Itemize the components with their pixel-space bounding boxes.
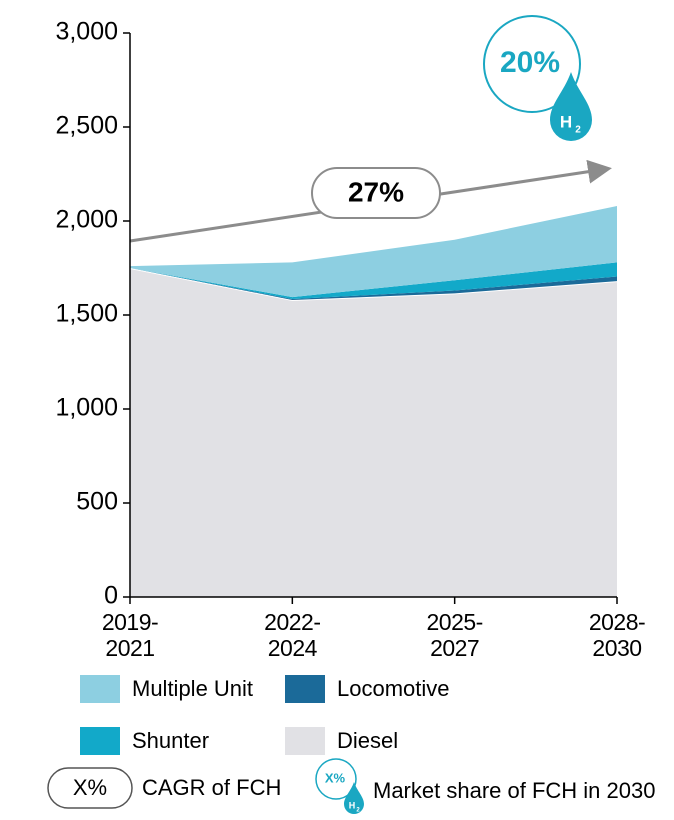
legend-swatch: [80, 675, 120, 703]
legend-label: Multiple Unit: [132, 676, 253, 701]
cagr-label: 27%: [348, 176, 404, 207]
y-tick-label: 2,000: [55, 206, 118, 234]
share-h2-sub: 2: [356, 808, 360, 814]
h2-sub: 2: [575, 125, 581, 136]
y-tick-label: 1,000: [55, 394, 118, 422]
y-tick-label: 2,500: [55, 112, 118, 140]
share-text: Market share of FCH in 2030: [373, 778, 655, 803]
share-bubble: [483, 15, 581, 113]
cagr-symbol-box: [47, 767, 133, 809]
x-tick-label: 2028-2030: [588, 609, 646, 661]
x-tick-label: 2025-2027: [426, 609, 483, 661]
share-h2-letter: H: [349, 800, 356, 810]
legend-swatch: [285, 727, 325, 755]
y-tick-label: 500: [76, 488, 118, 516]
h2-drop: [550, 72, 592, 141]
legend-swatch: [285, 675, 325, 703]
share-symbol-circle: [315, 758, 357, 800]
cagr-symbol: X%: [73, 775, 107, 800]
share-drop: [344, 782, 364, 814]
y-tick-label: 3,000: [55, 18, 118, 46]
legend-label: Shunter: [132, 728, 209, 753]
area: [130, 205, 617, 298]
legend-swatch: [80, 727, 120, 755]
y-tick-label: 1,500: [55, 300, 118, 328]
area: [130, 262, 617, 300]
legend-label: Diesel: [337, 728, 398, 753]
share-label: 20%: [500, 46, 560, 79]
cagr-box: [311, 167, 441, 219]
area: [130, 268, 617, 597]
y-tick-label: 0: [104, 582, 118, 610]
cagr-text: CAGR of FCH: [142, 775, 281, 800]
x-tick-label: 2022-2024: [264, 609, 321, 661]
legend-label: Locomotive: [337, 676, 450, 701]
x-tick-label: 2019-2021: [101, 609, 159, 661]
share-symbol: X%: [325, 770, 346, 785]
h2-letter: H: [560, 112, 572, 131]
